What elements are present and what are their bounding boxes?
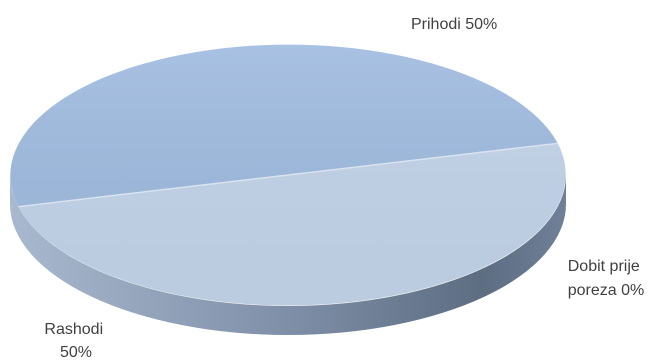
label-prihodi: Prihodi 50% <box>411 16 497 33</box>
label-rashodi: Rashodi 50% <box>44 321 107 361</box>
label-dobit-prije-poreza: Dobit prije poreza 0% <box>568 258 645 299</box>
